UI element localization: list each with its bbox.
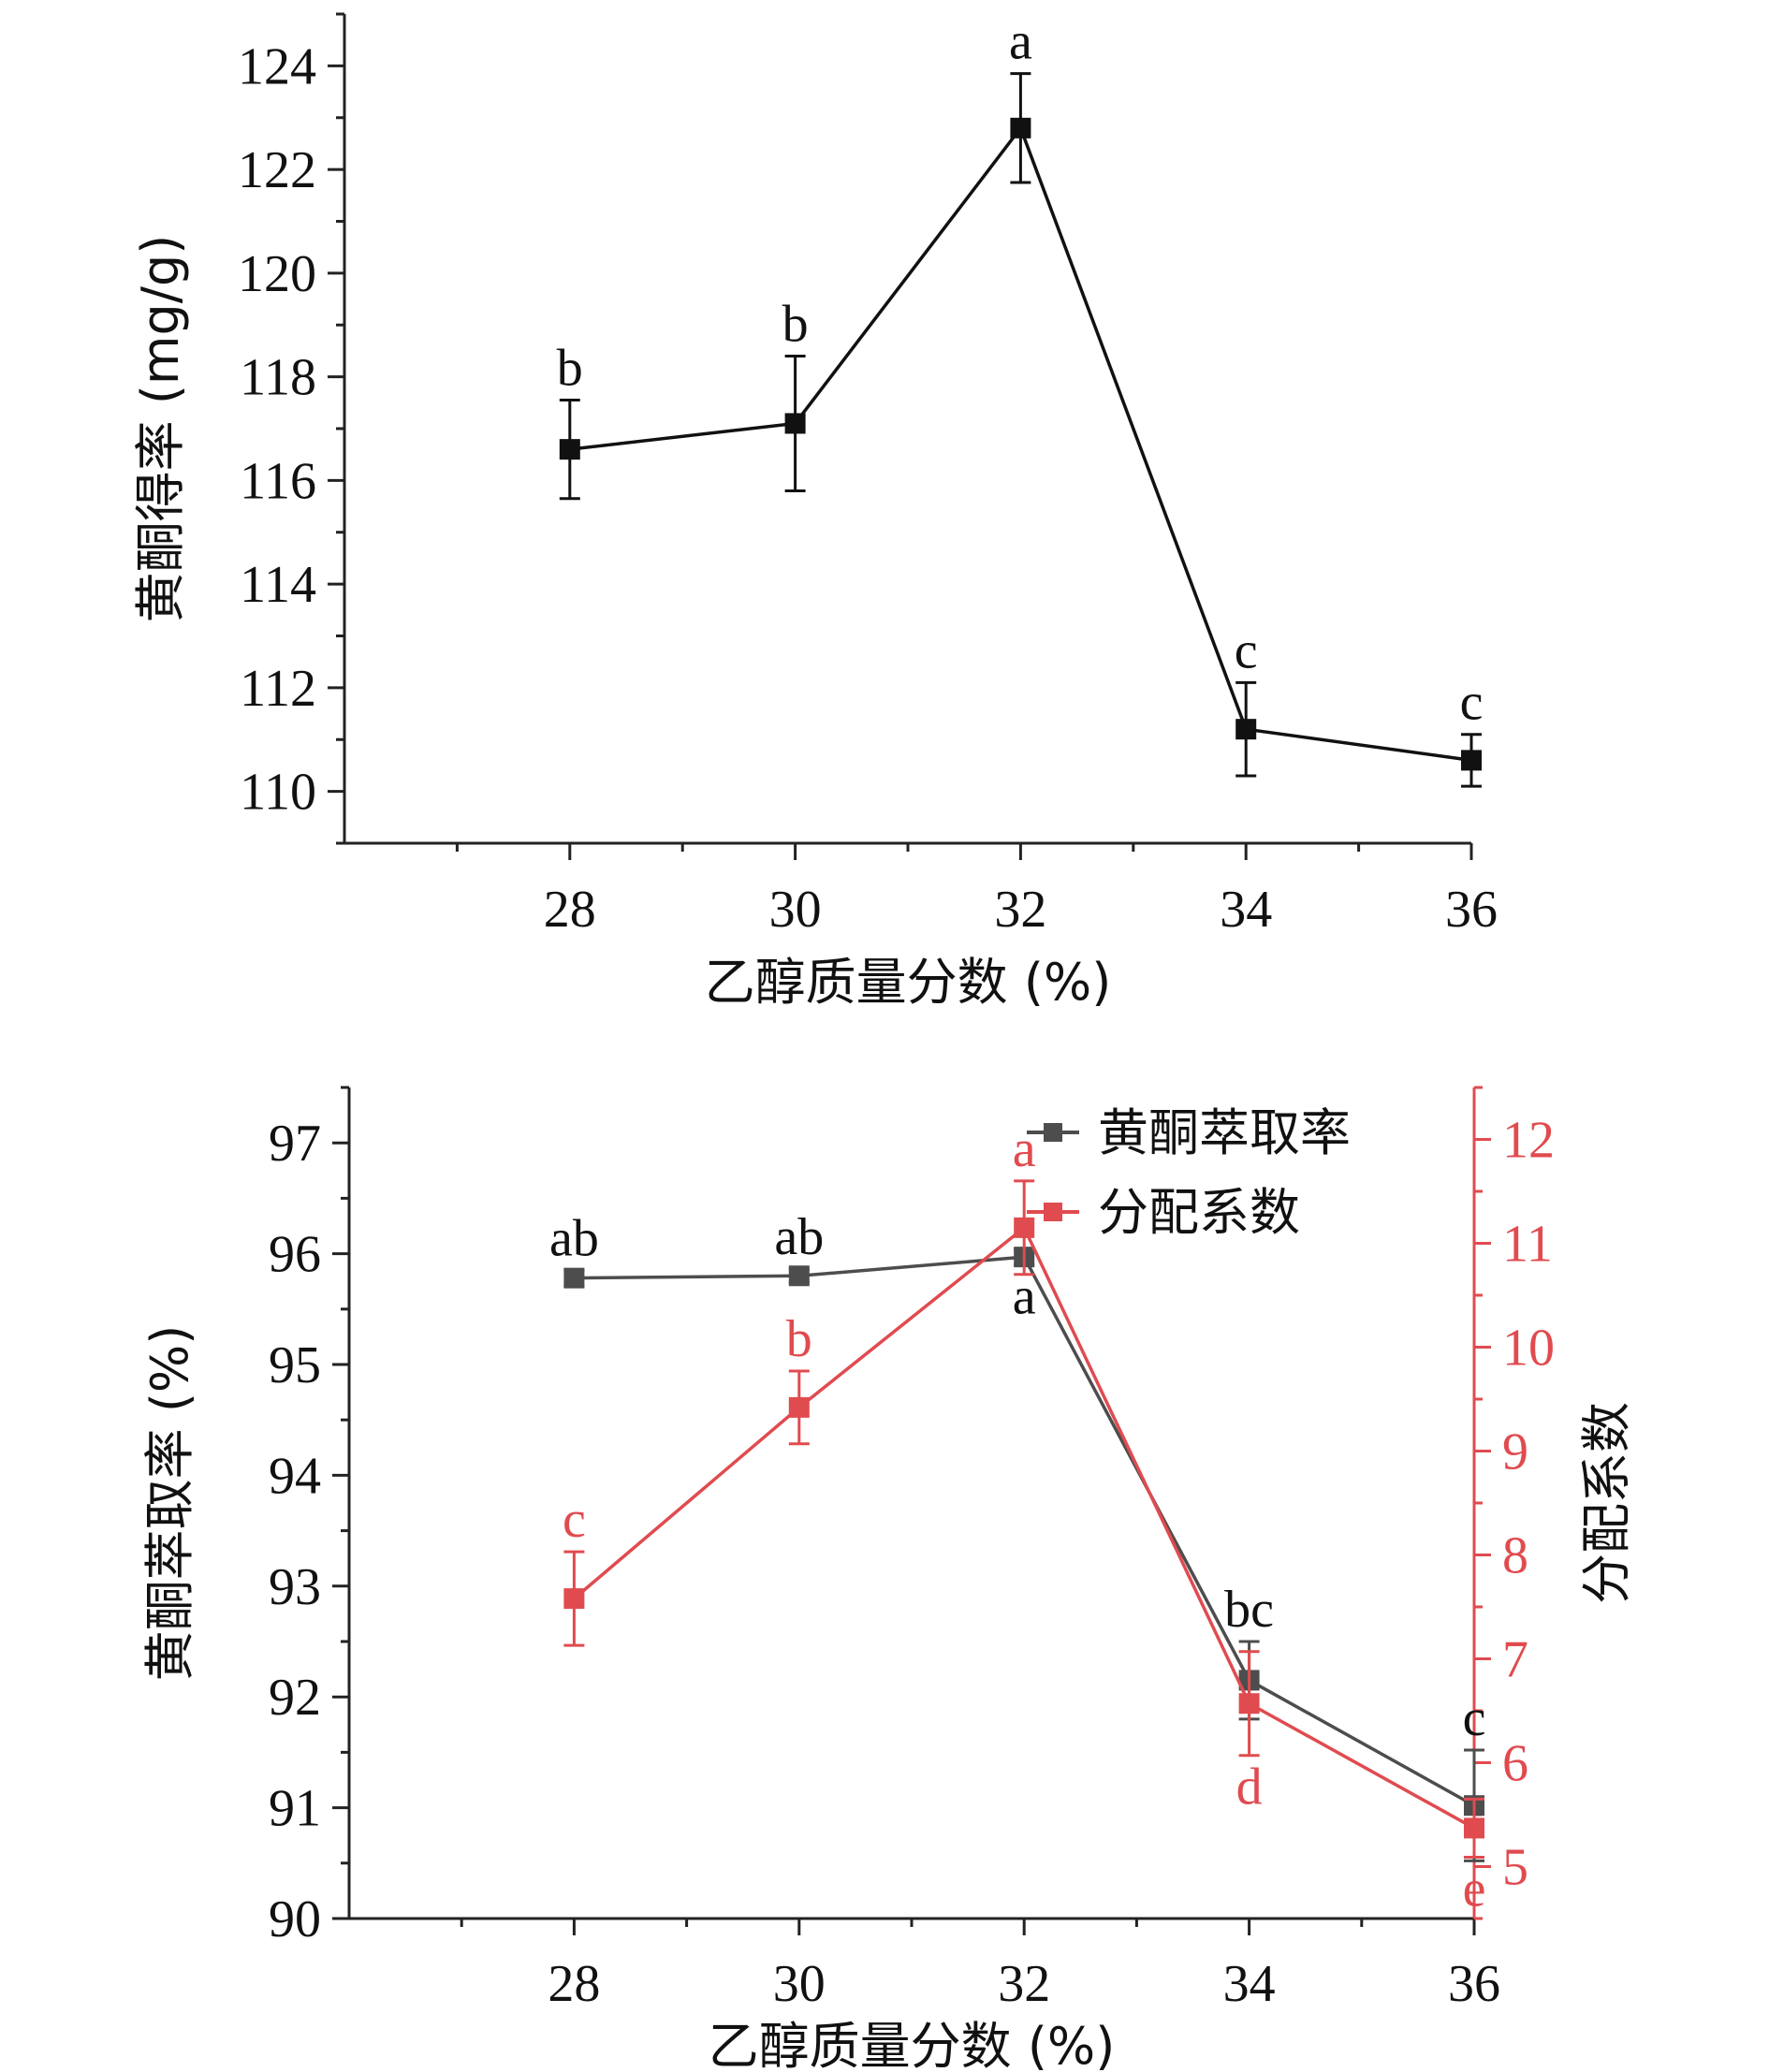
y-tick-label: 93 — [269, 1558, 321, 1616]
significance-label: b — [782, 295, 809, 353]
data-point — [1464, 1817, 1484, 1839]
legend-marker — [1044, 1203, 1062, 1221]
x-tick-label: 34 — [1220, 881, 1272, 939]
significance-label: c — [563, 1491, 586, 1549]
legend-marker — [1044, 1123, 1062, 1142]
significance-label: c — [1463, 1689, 1486, 1747]
y-tick-label: 110 — [240, 764, 316, 822]
y-right-tick-label: 10 — [1502, 1320, 1555, 1378]
y-right-tick-label: 6 — [1502, 1735, 1528, 1793]
data-point — [1235, 719, 1257, 740]
significance-label: ab — [774, 1208, 824, 1266]
x-tick-label: 34 — [1223, 1955, 1276, 2013]
y-right-tick-label: 8 — [1502, 1527, 1528, 1585]
x-tick-label: 36 — [1445, 881, 1498, 939]
significance-label: b — [786, 1310, 812, 1368]
significance-label: e — [1463, 1860, 1486, 1919]
y-right-tick-label: 11 — [1502, 1216, 1553, 1274]
legend-label: 分配系数 — [1098, 1183, 1300, 1242]
y-tick-label: 118 — [240, 349, 316, 407]
legend-label: 黄酮萃取率 — [1098, 1103, 1351, 1162]
y-tick-label: 90 — [269, 1890, 321, 1948]
y-axis-title: 黄酮得率 (mg/g) — [131, 235, 190, 623]
x-tick-label: 28 — [544, 881, 596, 939]
y-tick-label: 124 — [238, 37, 316, 95]
significance-label: d — [1236, 1758, 1263, 1817]
series-line — [574, 1255, 1475, 1807]
chart-1 — [328, 12, 1482, 860]
data-point — [1010, 117, 1031, 139]
significance-label: c — [1460, 674, 1484, 732]
x-tick-label: 30 — [769, 881, 822, 939]
x-axis-title: 乙醇质量分数 (%) — [709, 2017, 1116, 2072]
data-point — [784, 413, 806, 434]
y-axis-title: 黄酮萃取率 (%) — [140, 1325, 199, 1682]
data-point — [1238, 1693, 1260, 1715]
data-point — [563, 1588, 585, 1610]
y-tick-label: 116 — [240, 452, 316, 510]
chart-2 — [332, 1086, 1491, 1935]
significance-label: a — [1013, 1120, 1036, 1178]
y-tick-label: 95 — [269, 1336, 321, 1394]
data-point — [1461, 750, 1482, 771]
significance-label: bc — [1224, 1581, 1274, 1639]
y-right-tick-label: 5 — [1502, 1839, 1528, 1897]
y-right-tick-label: 9 — [1502, 1423, 1528, 1481]
significance-label: a — [1013, 1267, 1036, 1325]
y-tick-label: 112 — [240, 660, 316, 718]
y-tick-label: 114 — [240, 556, 316, 614]
significance-label: c — [1235, 621, 1258, 679]
y-right-tick-label: 7 — [1502, 1631, 1528, 1689]
data-point — [788, 1396, 810, 1418]
significance-label: a — [1009, 13, 1032, 71]
y-tick-label: 120 — [238, 245, 316, 303]
x-tick-label: 32 — [994, 881, 1046, 939]
y-axis-right-title: 分配系数 — [1577, 1402, 1636, 1604]
data-point — [788, 1265, 810, 1287]
data-point — [563, 1267, 585, 1289]
x-axis-title: 乙醇质量分数 (%) — [705, 953, 1112, 1012]
y-right-tick-label: 12 — [1502, 1112, 1555, 1170]
significance-label: b — [557, 340, 583, 398]
y-tick-label: 97 — [269, 1115, 321, 1173]
x-tick-label: 30 — [773, 1955, 826, 2013]
y-tick-label: 92 — [269, 1669, 321, 1727]
y-tick-label: 94 — [269, 1447, 321, 1505]
y-tick-label: 122 — [238, 141, 316, 199]
significance-label: ab — [549, 1209, 599, 1267]
y-tick-label: 96 — [269, 1226, 321, 1284]
y-tick-label: 91 — [269, 1780, 321, 1838]
x-tick-label: 32 — [998, 1955, 1050, 2013]
x-tick-label: 36 — [1448, 1955, 1500, 2013]
x-tick-label: 28 — [548, 1955, 600, 2013]
data-point — [1014, 1217, 1035, 1238]
data-point — [559, 439, 580, 460]
series-line — [569, 124, 1472, 763]
